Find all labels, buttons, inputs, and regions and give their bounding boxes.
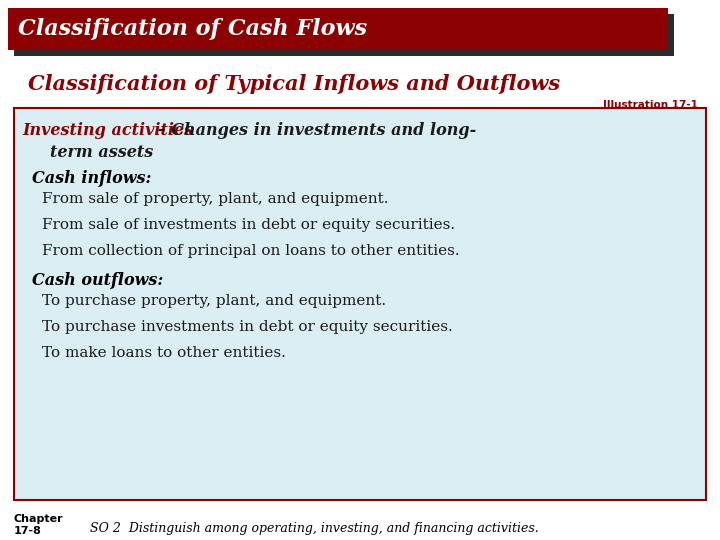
Text: 17-8: 17-8 (14, 526, 42, 536)
Text: To purchase investments in debt or equity securities.: To purchase investments in debt or equit… (42, 320, 453, 334)
Text: Cash inflows:: Cash inflows: (32, 170, 151, 187)
Bar (14, 108, 706, 500)
Text: To make loans to other entities.: To make loans to other entities. (42, 346, 286, 360)
Text: Classification of Typical Inflows and Outflows: Classification of Typical Inflows and Ou… (28, 74, 560, 94)
Text: term assets: term assets (50, 144, 153, 161)
Text: Illustration 17-1: Illustration 17-1 (603, 100, 698, 110)
Text: Classification of Cash Flows: Classification of Cash Flows (18, 18, 367, 40)
Bar (8, 8, 668, 50)
Text: From sale of investments in debt or equity securities.: From sale of investments in debt or equi… (42, 218, 455, 232)
Text: – Changes in investments and long-: – Changes in investments and long- (152, 122, 476, 139)
Text: Investing activities: Investing activities (22, 122, 193, 139)
Bar (14, 14, 674, 56)
Text: To purchase property, plant, and equipment.: To purchase property, plant, and equipme… (42, 294, 386, 308)
Text: From collection of principal on loans to other entities.: From collection of principal on loans to… (42, 244, 459, 258)
Text: Cash outflows:: Cash outflows: (32, 272, 163, 289)
Text: Chapter: Chapter (14, 514, 63, 524)
Text: SO 2  Distinguish among operating, investing, and financing activities.: SO 2 Distinguish among operating, invest… (90, 522, 539, 535)
Text: From sale of property, plant, and equipment.: From sale of property, plant, and equipm… (42, 192, 389, 206)
